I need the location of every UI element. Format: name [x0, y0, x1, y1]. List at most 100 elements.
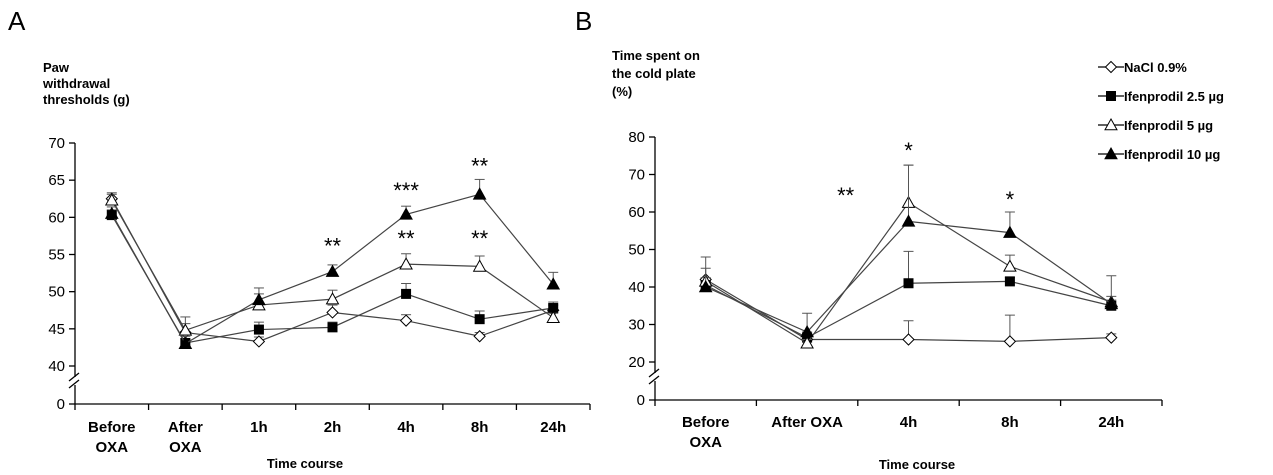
data-point	[1003, 259, 1017, 272]
data-point	[399, 257, 413, 270]
series-ifenprodil-2-5-g	[106, 209, 559, 348]
significance-marker: *	[904, 138, 913, 163]
x-tick-label-line: 1h	[250, 419, 268, 436]
axis-break-mark	[68, 372, 80, 382]
x-tick-label: 4h	[397, 419, 415, 436]
axis-break-mark	[648, 368, 660, 378]
x-tick-label-line: OXA	[169, 439, 202, 456]
data-point	[399, 314, 413, 327]
legend-label: Ifenprodil 5 µg	[1124, 118, 1213, 133]
data-point	[902, 333, 915, 346]
data-point	[178, 336, 193, 349]
x-axis-label: Time course	[879, 457, 955, 472]
y-tick-label: 60	[48, 209, 65, 226]
data-point	[474, 314, 485, 325]
x-tick-label: 8h	[1001, 414, 1019, 431]
data-point	[800, 324, 814, 338]
significance-marker: **	[471, 153, 489, 178]
y-tick-label: 40	[48, 358, 65, 375]
significance-marker: **	[471, 226, 489, 251]
y-axis-label-line: Paw	[43, 60, 70, 75]
x-tick-label: 4h	[900, 414, 918, 431]
data-point	[1003, 335, 1017, 348]
y-tick-label: 70	[48, 135, 65, 152]
data-point	[903, 278, 914, 289]
x-tick-label-line: OXA	[689, 434, 722, 451]
data-point	[1105, 331, 1118, 344]
x-tick-label: 1h	[250, 419, 268, 436]
significance-marker: ***	[393, 178, 419, 203]
data-point	[253, 324, 264, 335]
x-tick-label: 2h	[324, 419, 342, 436]
data-point	[252, 335, 266, 348]
significance-marker: *	[1006, 187, 1015, 212]
axis-break-mark	[68, 379, 80, 389]
x-tick-label: 24h	[540, 419, 566, 436]
data-point	[1003, 225, 1017, 238]
legend-entry: Ifenprodil 5 µg	[1098, 117, 1213, 133]
x-tick-label: Before OXA	[682, 414, 730, 451]
y-tick-label: 60	[628, 204, 645, 221]
significance-marker: **	[324, 234, 342, 259]
y-tick-label: 80	[628, 129, 645, 146]
chart-panel-A: A Paw withdrawal thresholds (g) 40 45 50 55 60 65…	[8, 6, 591, 471]
axis-break-mark	[648, 375, 660, 385]
y-tick-label: 20	[628, 354, 645, 371]
series-ifenprodil-10-g	[104, 178, 561, 349]
y-tick-label: 65	[48, 172, 65, 189]
series-ifenprodil-5-g	[104, 193, 561, 336]
x-tick-label-line: Before	[88, 419, 136, 436]
x-tick-label: 24h	[1098, 414, 1124, 431]
data-point	[1104, 296, 1119, 310]
data-point	[399, 207, 413, 220]
y-axis-label-line: thresholds (g)	[43, 92, 130, 107]
legend-entry: Ifenprodil 10 µg	[1098, 146, 1220, 162]
x-tick-label-line: 4h	[900, 414, 918, 431]
y-axis-label-line: Time spent on	[612, 48, 700, 63]
data-point	[473, 330, 486, 343]
significance-marker: **	[837, 183, 855, 208]
data-point	[401, 288, 412, 299]
data-point	[800, 336, 814, 349]
x-tick-label: After OXA	[168, 419, 203, 456]
y-tick-label: 70	[628, 167, 645, 184]
legend-entry: NaCl 0.9%	[1098, 60, 1187, 75]
chart-panel-B: B Time spent on the cold plate (%) 20 30 40 50 6…	[575, 6, 1163, 472]
x-tick-label: After OXA	[771, 414, 843, 431]
legend-marker	[1104, 146, 1118, 160]
x-tick-label-line: After	[168, 419, 203, 436]
legend: NaCl 0.9% Ifenprodil 2.5 µg Ifenprodil 5 µ…	[1098, 60, 1224, 162]
x-tick-label: 8h	[471, 419, 489, 436]
legend-entry: Ifenprodil 2.5 µg	[1098, 89, 1224, 104]
y-tick-label: 55	[48, 247, 65, 264]
y-tick-label: 0	[637, 392, 645, 409]
data-point	[472, 187, 487, 200]
y-axis-label-line: withdrawal	[42, 76, 110, 91]
data-point	[901, 214, 916, 227]
legend-marker	[1104, 117, 1118, 131]
data-point	[546, 310, 561, 323]
y-tick-label: 0	[57, 396, 65, 413]
legend-marker	[1104, 60, 1118, 74]
x-tick-label-line: OXA	[96, 439, 129, 456]
data-point	[1004, 276, 1015, 287]
x-tick-label-line: 24h	[540, 419, 566, 436]
x-tick-label-line: 8h	[1001, 414, 1019, 431]
data-point	[326, 306, 339, 319]
legend-label: Ifenprodil 10 µg	[1124, 147, 1220, 162]
y-tick-label: 50	[628, 242, 645, 259]
data-point	[698, 279, 713, 293]
panel-letter: A	[8, 6, 26, 36]
y-tick-label: 50	[48, 284, 65, 301]
legend-label: Ifenprodil 2.5 µg	[1124, 89, 1224, 104]
x-tick-label-line: 2h	[324, 419, 342, 436]
y-axis-label: Paw withdrawal thresholds (g)	[42, 60, 130, 107]
y-tick-label: 45	[48, 321, 65, 338]
significance-marker: **	[398, 226, 416, 251]
data-point	[472, 259, 487, 272]
legend-label: NaCl 0.9%	[1124, 60, 1187, 75]
y-tick-label: 30	[628, 317, 645, 334]
x-tick-label: Before OXA	[88, 419, 136, 456]
data-point	[104, 193, 119, 206]
